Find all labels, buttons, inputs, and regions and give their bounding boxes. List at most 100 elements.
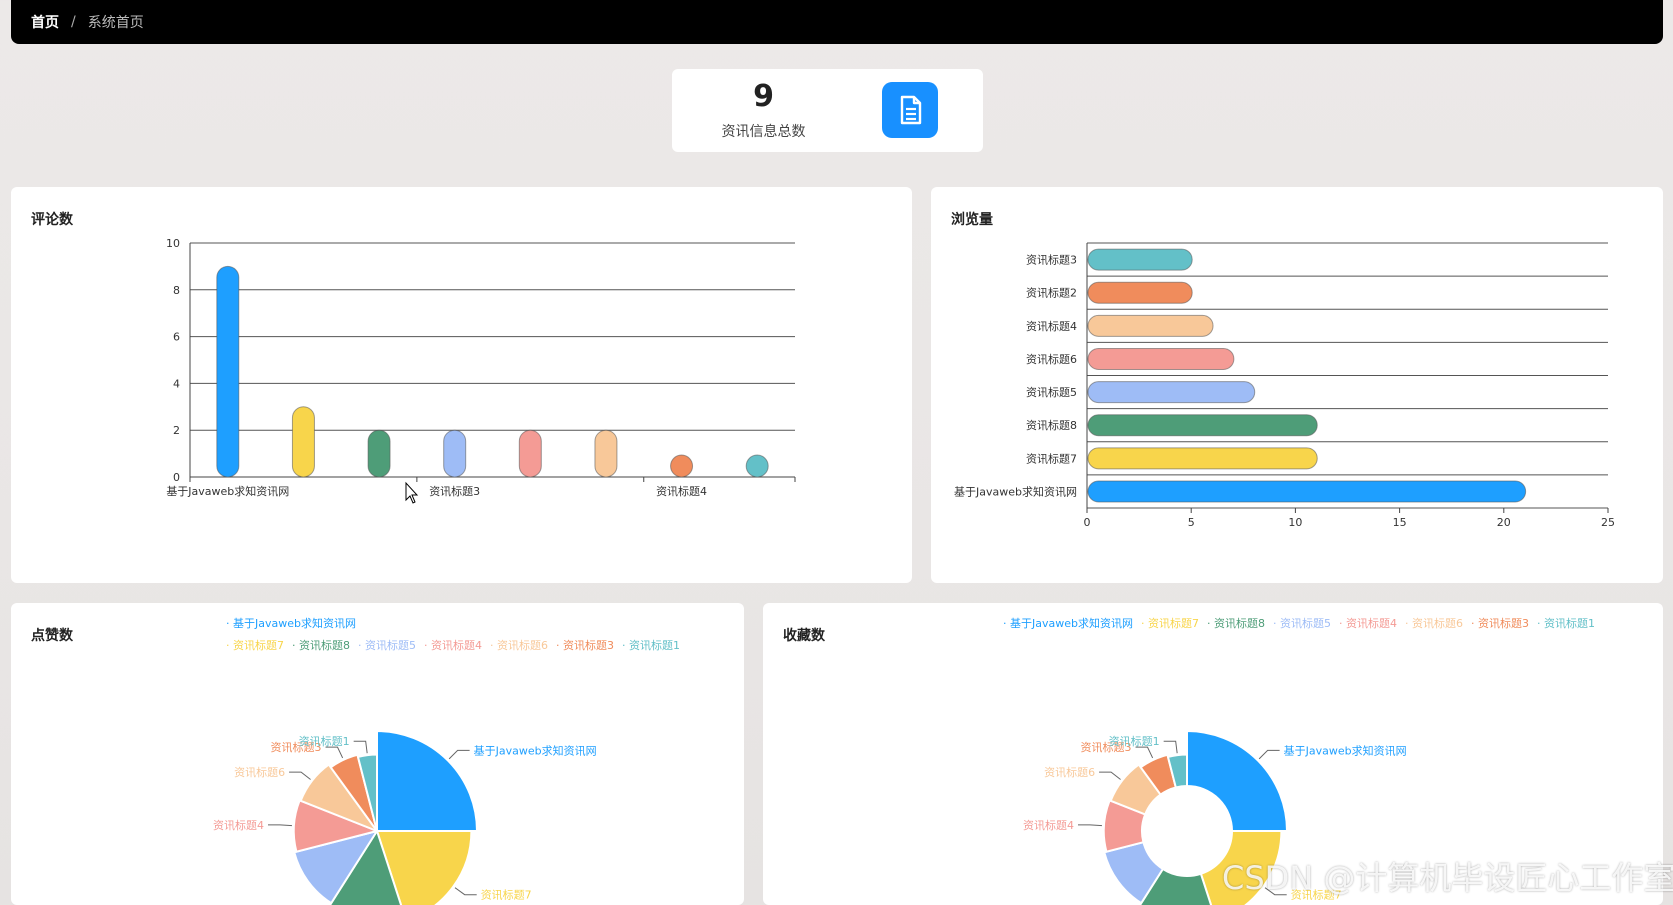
slice-label: 资讯标题4 bbox=[213, 818, 264, 832]
legend-item[interactable]: · 资讯标题3 bbox=[556, 639, 614, 652]
y-tick-label: 资讯标题4 bbox=[1026, 319, 1077, 333]
bar bbox=[670, 454, 694, 478]
bar bbox=[1087, 480, 1527, 503]
label-line bbox=[448, 749, 470, 760]
label-line bbox=[1077, 824, 1102, 827]
pie-slice bbox=[356, 753, 378, 832]
favorites-legend: · 基于Javaweb求知资讯网 · 资讯标题7 · 资讯标题8 · 资讯标题5 · 资… bbox=[1003, 613, 1663, 635]
legend-item[interactable]: · 资讯标题3 bbox=[1470, 617, 1529, 630]
breadcrumb-home[interactable]: 首页 bbox=[31, 15, 59, 31]
pie-slice bbox=[329, 753, 378, 832]
legend-item[interactable]: · 资讯标题5 bbox=[358, 639, 416, 652]
legend-item[interactable]: · 资讯标题1 bbox=[1536, 617, 1595, 630]
watermark: CSDN @计算机毕设匠心工作室 bbox=[1222, 859, 1673, 897]
y-tick-label: 资讯标题2 bbox=[1026, 286, 1077, 300]
x-tick-label: 20 bbox=[1497, 516, 1511, 529]
legend-item[interactable]: · 资讯标题4 bbox=[1338, 617, 1397, 630]
cursor-icon bbox=[405, 481, 419, 504]
bar bbox=[1087, 381, 1256, 404]
comments-panel: 评论数 0 2 4 6 8 10 基于Javaweb求知资讯网 资讯标题3 资讯标题4 bbox=[11, 187, 912, 583]
label-line bbox=[267, 824, 292, 827]
bar bbox=[367, 429, 391, 478]
pie-slice bbox=[329, 830, 403, 905]
label-line bbox=[454, 887, 477, 896]
legend-item[interactable]: · 资讯标题7 bbox=[1140, 617, 1199, 630]
y-tick-label: 8 bbox=[173, 284, 180, 297]
bar bbox=[1087, 447, 1318, 470]
x-tick-label: 资讯标题3 bbox=[429, 484, 480, 498]
breadcrumb-current: 系统首页 bbox=[87, 15, 144, 31]
total-news-card: 9 资讯信息总数 bbox=[672, 69, 983, 152]
legend-item[interactable]: · 资讯标题8 bbox=[292, 639, 350, 652]
x-tick-label: 25 bbox=[1601, 516, 1615, 529]
likes-panel: 点赞数 · 基于Javaweb求知资讯网 · 资讯标题7 · 资讯标题8 · 资讯标题… bbox=[11, 603, 744, 905]
bar bbox=[1087, 314, 1214, 337]
slice-label: 基于Javaweb求知资讯网 bbox=[1284, 743, 1407, 757]
favorites-panel: 收藏数 · 基于Javaweb求知资讯网 · 资讯标题7 · 资讯标题8 · 资讯标题… bbox=[763, 603, 1663, 905]
bar bbox=[745, 454, 769, 478]
legend-item[interactable]: · 资讯标题6 bbox=[490, 639, 548, 652]
document-icon bbox=[882, 82, 938, 138]
y-tick-label: 4 bbox=[173, 377, 180, 390]
legend-item[interactable]: · 资讯标题8 bbox=[1206, 617, 1265, 630]
y-tick-label: 资讯标题3 bbox=[1026, 253, 1077, 267]
total-news-label: 资讯信息总数 bbox=[721, 124, 806, 140]
bar bbox=[518, 429, 542, 478]
likes-legend: · 基于Javaweb求知资讯网 · 资讯标题7 · 资讯标题8 · 资讯标题5 · 资… bbox=[226, 613, 736, 657]
pie-slice bbox=[292, 799, 378, 853]
label-line bbox=[353, 740, 368, 754]
views-title: 浏览量 bbox=[951, 212, 993, 228]
pie-slice bbox=[1102, 799, 1147, 853]
y-tick-label: 0 bbox=[173, 471, 180, 484]
favorites-title: 收藏数 bbox=[783, 628, 825, 644]
total-news-count: 9 bbox=[753, 79, 774, 114]
pie-slice bbox=[376, 730, 478, 832]
views-panel: 浏览量 资讯标题3 资讯标题2 资讯标题4 资讯标题6 资讯标题5 资讯标题8 资讯标题7 基… bbox=[931, 187, 1663, 583]
bar bbox=[216, 265, 240, 478]
slice-label: 资讯标题3 bbox=[271, 740, 322, 754]
slice-label: 资讯标题6 bbox=[1044, 765, 1095, 779]
legend-item[interactable]: · 基于Javaweb求知资讯网 bbox=[1003, 617, 1133, 630]
comments-chart: 0 2 4 6 8 10 基于Javaweb求知资讯网 资讯标题3 资讯标题4 bbox=[166, 237, 796, 504]
pie-slice bbox=[1186, 730, 1288, 832]
legend-item[interactable]: · 资讯标题4 bbox=[424, 639, 482, 652]
views-chart: 资讯标题3 资讯标题2 资讯标题4 资讯标题6 资讯标题5 资讯标题8 资讯标题7 基于Jav… bbox=[954, 242, 1615, 529]
slice-label: 资讯标题7 bbox=[1291, 888, 1342, 902]
bar bbox=[594, 429, 618, 478]
pie-slice bbox=[1109, 763, 1162, 816]
label-line bbox=[1258, 749, 1280, 760]
comments-title: 评论数 bbox=[31, 212, 73, 228]
x-tick-label: 5 bbox=[1188, 516, 1195, 529]
breadcrumb: 首页 / 系统首页 bbox=[11, 0, 1663, 44]
x-tick-label: 基于Javaweb求知资讯网 bbox=[166, 484, 289, 498]
legend-item[interactable]: · 资讯标题7 bbox=[226, 639, 284, 652]
bar bbox=[1087, 347, 1235, 370]
slice-label: 资讯标题6 bbox=[234, 765, 285, 779]
bar bbox=[1087, 281, 1193, 304]
pie-slice bbox=[299, 763, 378, 832]
slice-label: 资讯标题1 bbox=[299, 734, 350, 748]
label-line bbox=[1135, 746, 1154, 759]
legend-item[interactable]: · 基于Javaweb求知资讯网 bbox=[226, 617, 356, 630]
legend-item[interactable]: · 资讯标题1 bbox=[622, 639, 680, 652]
pie-slice bbox=[1166, 753, 1188, 789]
y-tick-label: 资讯标题6 bbox=[1026, 352, 1077, 366]
bar bbox=[443, 429, 467, 478]
label-line bbox=[1099, 771, 1121, 780]
bar bbox=[1087, 414, 1318, 437]
bar bbox=[291, 406, 315, 478]
pie-slice bbox=[1103, 841, 1164, 905]
breadcrumb-separator: / bbox=[71, 14, 76, 30]
likes-title: 点赞数 bbox=[31, 628, 73, 644]
y-tick-label: 10 bbox=[166, 237, 180, 250]
label-line bbox=[1264, 887, 1287, 896]
y-tick-label: 6 bbox=[173, 331, 180, 344]
pie-slice bbox=[293, 830, 378, 905]
bar bbox=[1087, 248, 1193, 271]
legend-item[interactable]: · 资讯标题6 bbox=[1404, 617, 1463, 630]
slice-label: 资讯标题4 bbox=[1023, 818, 1074, 832]
legend-item[interactable]: · 资讯标题5 bbox=[1272, 617, 1331, 630]
x-tick-label: 15 bbox=[1393, 516, 1407, 529]
